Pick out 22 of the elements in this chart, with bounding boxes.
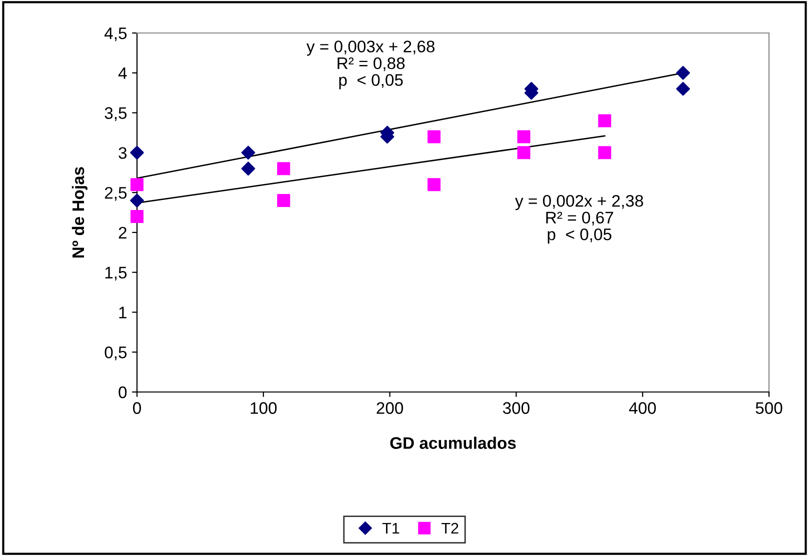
y-tick-label: 0	[118, 386, 127, 398]
annotation: y = 0,003x + 2,68 R² = 0,88 p < 0,05	[306, 40, 435, 90]
y-tick-label: 4,5	[104, 28, 127, 42]
x-tick-label: 100	[250, 402, 277, 414]
y-tick-label: 1,5	[105, 266, 127, 281]
x-tick-label: 400	[629, 402, 656, 414]
annotation: y = 0,002x + 2,38 R² = 0,67 p < 0,05	[515, 194, 644, 244]
y-tick-label: 3	[118, 147, 127, 159]
y-tick-label: 4	[118, 67, 127, 79]
y-tick-label: 1	[119, 306, 126, 318]
y-tick-label: 2	[118, 226, 126, 238]
y-tick-label: 3,5	[104, 107, 127, 121]
x-tick-label: 300	[502, 402, 530, 414]
y-axis-title: Nº de Hojas	[72, 167, 88, 258]
y-tick-label: 2,5	[104, 186, 127, 201]
legend-label: T2	[442, 522, 458, 534]
x-tick-label: 200	[376, 402, 404, 414]
x-axis-title: GD acumulados	[390, 436, 516, 449]
legend-label: T1	[382, 523, 400, 534]
x-tick-label: 0	[133, 402, 141, 414]
y-tick-label: 0,5	[104, 346, 127, 360]
x-tick-label: 500	[756, 402, 782, 414]
